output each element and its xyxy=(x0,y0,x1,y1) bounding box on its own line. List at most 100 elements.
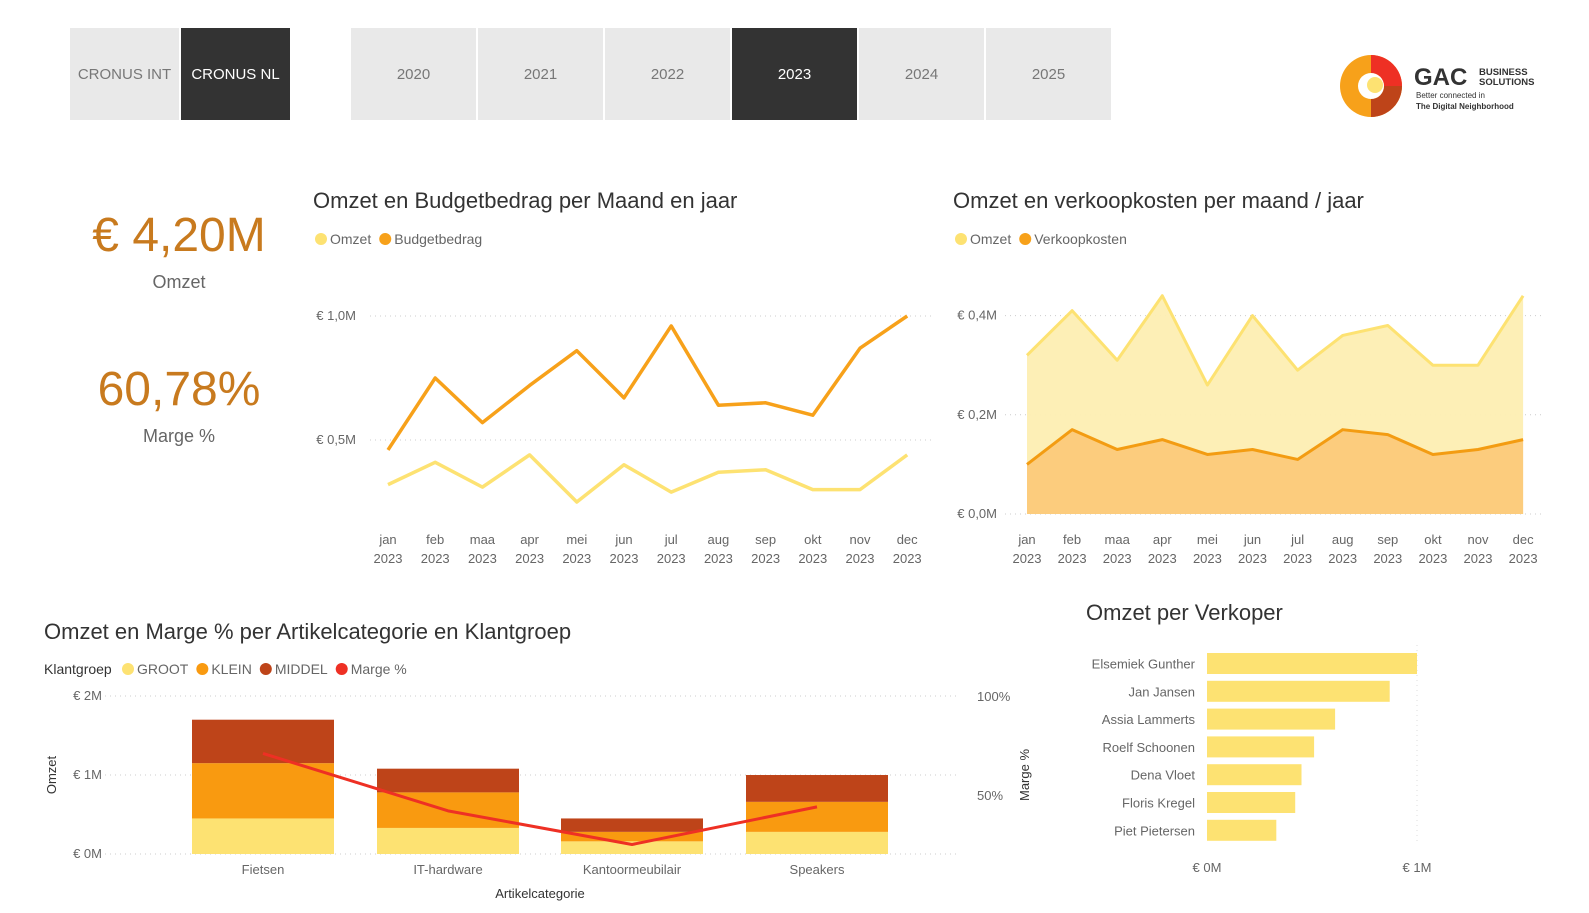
x-tick-month: apr xyxy=(1153,532,1172,547)
x-tick-year: 2023 xyxy=(1148,551,1177,566)
x-tick-month: aug xyxy=(1332,532,1354,547)
kpi-omzet-label: Omzet xyxy=(152,272,206,292)
bar-groot-fietsen xyxy=(192,818,334,854)
x-tick-month: jun xyxy=(614,532,632,547)
x-tick-month: aug xyxy=(708,532,730,547)
bar-middel-it-hardware xyxy=(377,768,519,793)
chart-omzet-budget[interactable]: Omzet Budgetbedrag € 0,5M € 1,0M jan 2023 feb 2… xyxy=(300,222,940,577)
x-tick-month: okt xyxy=(1424,532,1442,547)
bar-middel-fietsen xyxy=(192,719,334,764)
x-tick-month: sep xyxy=(755,532,776,547)
x-tick-year: 2023 xyxy=(1013,551,1042,566)
legend-label-middel: MIDDEL xyxy=(275,661,328,677)
x-tick-year: 2023 xyxy=(751,551,780,566)
logo-tagline-1: Better connected in xyxy=(1416,91,1485,100)
series-line-marge xyxy=(262,751,818,846)
x-tick-month: mei xyxy=(566,532,587,547)
year-slicer-2024[interactable]: 2024 xyxy=(859,28,984,120)
legend-dot-budgetbedrag xyxy=(379,233,392,245)
y-tick-label: € 1,0M xyxy=(316,308,356,323)
x-tick-label: Speakers xyxy=(790,862,845,877)
x-tick-month: jun xyxy=(1243,532,1261,547)
y-tick-label: € 1M xyxy=(73,767,102,782)
year-slicer-2022[interactable]: 2022 xyxy=(605,28,730,120)
series-line-omzet xyxy=(387,453,909,504)
year-slicer-2025[interactable]: 2025 xyxy=(986,28,1111,120)
x-tick-year: 2023 xyxy=(610,551,639,566)
x-tick-year: 2023 xyxy=(1058,551,1087,566)
x-tick-year: 2023 xyxy=(893,551,922,566)
x-tick-month: maa xyxy=(1105,532,1131,547)
bar-jan-jansen xyxy=(1207,680,1390,702)
x-tick-month: mei xyxy=(1197,532,1218,547)
y2-axis-label: Marge % xyxy=(1017,749,1032,801)
company-slicer-cronus-int[interactable]: CRONUS INT xyxy=(70,28,179,120)
x-tick-label: € 1M xyxy=(1403,860,1432,875)
x-tick-month: dec xyxy=(1513,532,1534,547)
kpi-marge-value: 60,78% xyxy=(97,363,261,416)
chart-artikelcategorie[interactable]: GROOT KLEIN MIDDEL Marge % Klantgroep € 0M € 1… xyxy=(30,652,1040,907)
kpi-omzet-value: € 4,20M xyxy=(92,209,266,262)
x-tick-month: jul xyxy=(1290,532,1304,547)
year-slicer-2020[interactable]: 2020 xyxy=(351,28,476,120)
y-tick-label: € 0,4M xyxy=(957,308,997,323)
x-tick-month: feb xyxy=(426,532,444,547)
x-tick-year: 2023 xyxy=(468,551,497,566)
bar-middel-kantoormeubilair xyxy=(561,818,703,832)
x-tick-year: 2023 xyxy=(1418,551,1447,566)
bar-klein-fietsen xyxy=(192,763,334,819)
logo-brand-sub-1: BUSINESS xyxy=(1479,67,1528,78)
chart-omzet-verkoopkosten[interactable]: Omzet Verkoopkosten € 0,0M € 0,2M € 0,4M jan 2… xyxy=(940,222,1560,577)
legend-label-groot: GROOT xyxy=(137,661,189,677)
x-tick-year: 2023 xyxy=(421,551,450,566)
legend-dot-klein xyxy=(196,663,209,675)
chart-title-verkoper: Omzet per Verkoper xyxy=(1086,600,1283,625)
y-tick-label: Roelf Schoonen xyxy=(1102,740,1195,755)
bar-floris-kregel xyxy=(1207,792,1296,813)
y2-tick-label: 100% xyxy=(977,689,1011,704)
x-tick-month: nov xyxy=(850,532,871,547)
legend-label-budgetbedrag: Budgetbedrag xyxy=(394,231,482,247)
bar-assia-lammerts xyxy=(1207,708,1336,730)
y-tick-label: Elsemiek Gunther xyxy=(1092,657,1196,672)
legend-dot-omzet xyxy=(315,233,327,245)
bar-groot-speakers xyxy=(746,831,888,854)
logo-brand-sub-2: SOLUTIONS xyxy=(1479,77,1534,88)
x-tick-label: Kantoormeubilair xyxy=(583,862,682,877)
chart-title-artikelcategorie: Omzet en Marge % per Artikelcategorie en… xyxy=(44,619,572,644)
x-tick-year: 2023 xyxy=(1193,551,1222,566)
legend-dot-groot xyxy=(122,663,134,675)
x-tick-year: 2023 xyxy=(1103,551,1132,566)
chart-verkoper[interactable]: Elsemiek Gunther Jan Jansen Assia Lammerts… xyxy=(1070,640,1500,885)
logo-brand-text: GAC xyxy=(1414,64,1467,91)
series-line-budgetbedrag xyxy=(386,314,909,451)
x-tick-label: € 0M xyxy=(1193,860,1222,875)
year-slicer-2023[interactable]: 2023 xyxy=(732,28,857,120)
gac-logo: GAC BUSINESS SOLUTIONS Better connected … xyxy=(1338,52,1553,122)
y2-tick-label: 50% xyxy=(977,788,1003,803)
x-tick-year: 2023 xyxy=(1509,551,1538,566)
x-tick-year: 2023 xyxy=(374,551,403,566)
y-tick-label: Assia Lammerts xyxy=(1102,712,1196,727)
y-tick-label: € 0M xyxy=(73,846,102,861)
bar-roelf-schoonen xyxy=(1207,736,1315,758)
x-tick-year: 2023 xyxy=(657,551,686,566)
y-tick-label: Jan Jansen xyxy=(1129,684,1196,699)
bar-middel-speakers xyxy=(746,775,888,802)
bar-klein-kantoormeubilair xyxy=(561,831,703,842)
x-tick-month: sep xyxy=(1377,532,1398,547)
series-line-verkoopkosten xyxy=(1026,428,1524,466)
x-tick-month: okt xyxy=(804,532,822,547)
x-tick-month: maa xyxy=(470,532,496,547)
y-tick-label: € 0,2M xyxy=(957,407,997,422)
gac-logo-mark: GAC BUSINESS SOLUTIONS Better connected … xyxy=(1340,55,1534,117)
x-tick-month: jan xyxy=(1017,532,1035,547)
chart-title-omzet-budget: Omzet en Budgetbedrag per Maand en jaar xyxy=(313,188,738,213)
year-slicer-2021[interactable]: 2021 xyxy=(478,28,603,120)
x-tick-year: 2023 xyxy=(1464,551,1493,566)
company-slicer-cronus-nl[interactable]: CRONUS NL xyxy=(181,28,290,120)
x-tick-month: jan xyxy=(378,532,396,547)
x-tick-month: nov xyxy=(1468,532,1489,547)
x-tick-month: feb xyxy=(1063,532,1081,547)
bar-groot-it-hardware xyxy=(377,827,519,854)
